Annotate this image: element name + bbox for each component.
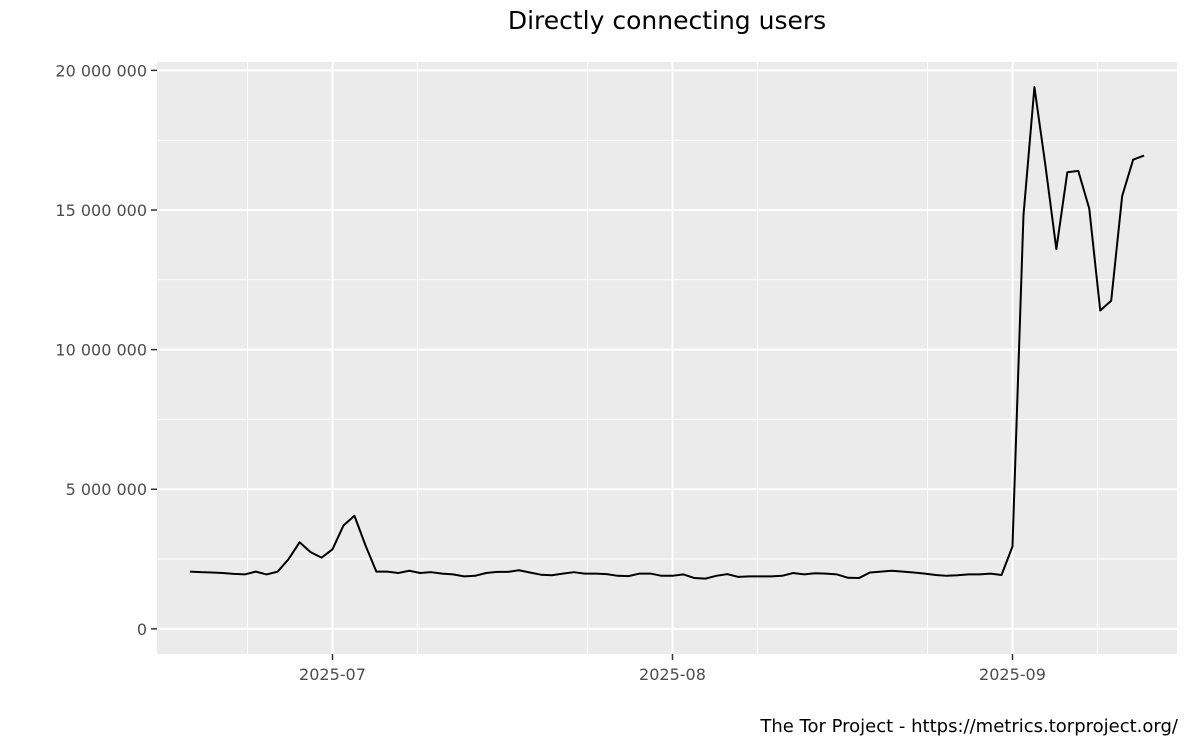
x-axis: 2025-07 2025-08 2025-09 (299, 654, 1046, 684)
y-tick-label: 10 000 000 (55, 341, 147, 360)
y-tick-label: 5 000 000 (66, 480, 147, 499)
x-tick-label: 2025-09 (979, 665, 1046, 684)
y-axis: 0 5 000 000 10 000 000 15 000 000 20 000 000 (55, 61, 157, 639)
x-tick-label: 2025-07 (299, 665, 366, 684)
plot-panel (157, 62, 1177, 654)
minor-gridlines (157, 62, 1177, 654)
series-line (189, 86, 1145, 580)
y-tick-label: 15 000 000 (55, 201, 147, 220)
chart-title: Directly connecting users (507, 6, 827, 35)
y-tick-label: 0 (137, 620, 147, 639)
y-tick-label: 20 000 000 (55, 61, 147, 80)
major-gridlines (157, 62, 1177, 654)
chart-caption: The Tor Project - https://metrics.torpro… (760, 716, 1178, 737)
x-tick-label: 2025-08 (639, 665, 706, 684)
